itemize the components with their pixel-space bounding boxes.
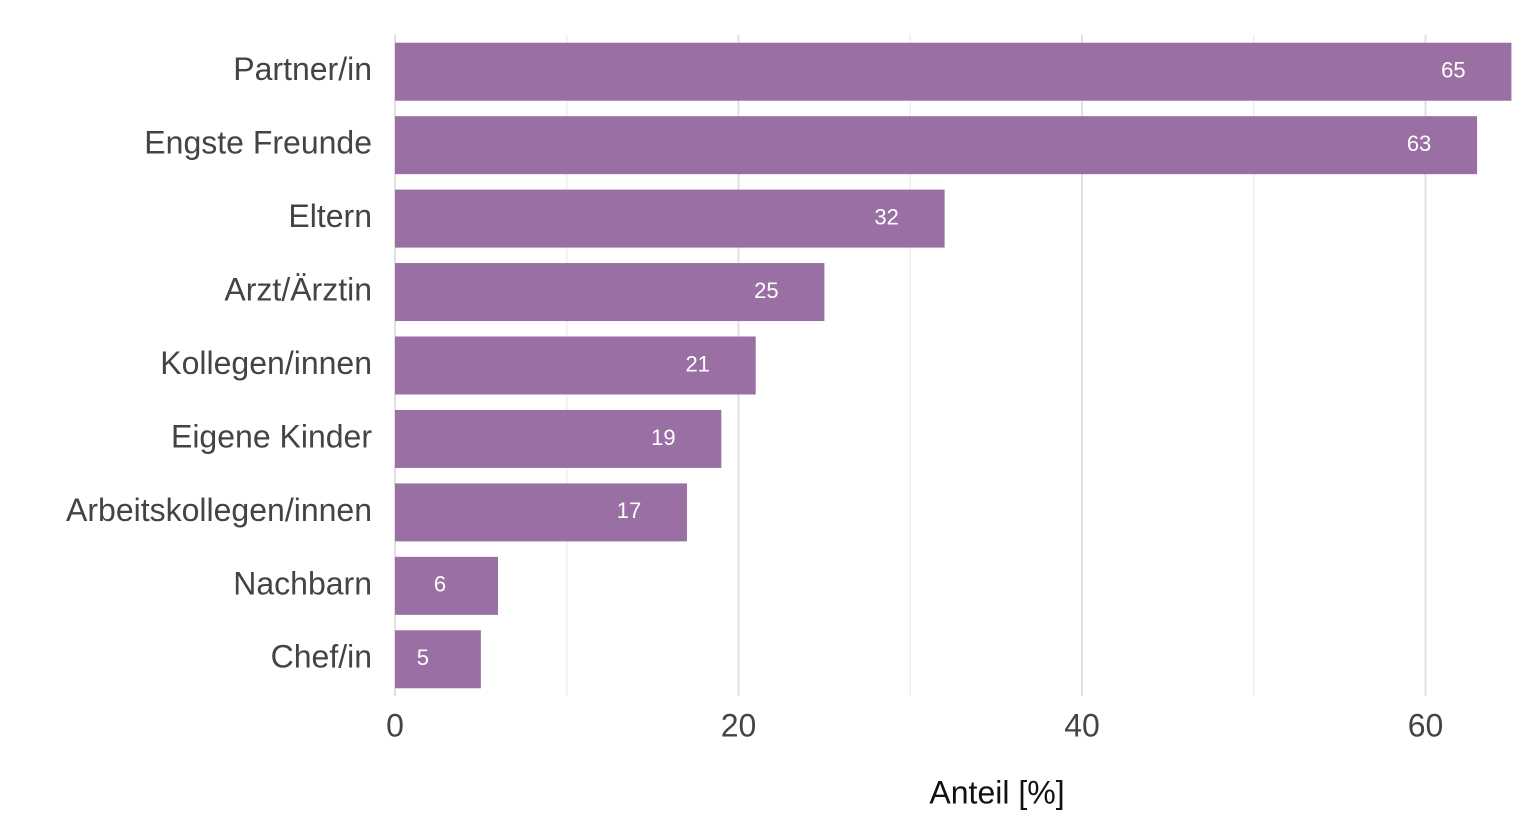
bar	[395, 336, 756, 395]
value-label: 65	[1441, 58, 1465, 83]
x-tick-label: 40	[1064, 707, 1100, 743]
bar	[395, 483, 687, 542]
y-tick-label: Nachbarn	[233, 565, 372, 601]
x-axis-title: Anteil [%]	[929, 774, 1064, 810]
y-tick-label: Arbeitskollegen/innen	[66, 492, 372, 528]
x-tick-label: 60	[1408, 707, 1444, 743]
value-label: 6	[434, 572, 446, 597]
y-tick-label: Chef/in	[271, 639, 372, 675]
value-label: 25	[754, 278, 778, 303]
y-tick-label: Arzt/Ärztin	[224, 272, 372, 308]
y-tick-label: Partner/in	[233, 51, 372, 87]
y-tick-label: Eltern	[288, 198, 372, 234]
value-label: 21	[685, 351, 709, 376]
bar	[395, 189, 945, 248]
value-label: 17	[617, 498, 641, 523]
bar	[395, 556, 499, 615]
value-label: 5	[417, 645, 429, 670]
y-tick-label: Engste Freunde	[144, 125, 372, 161]
value-label: 32	[874, 204, 898, 229]
y-tick-label: Kollegen/innen	[160, 345, 372, 381]
x-tick-label: 20	[721, 707, 757, 743]
bar	[395, 630, 481, 689]
bar	[395, 263, 825, 322]
y-tick-label: Eigene Kinder	[171, 418, 372, 454]
bar	[395, 409, 722, 468]
value-label: 63	[1407, 131, 1431, 156]
value-label: 19	[651, 425, 675, 450]
x-tick-label: 0	[386, 707, 404, 743]
bar	[395, 42, 1512, 101]
bar	[395, 116, 1478, 175]
